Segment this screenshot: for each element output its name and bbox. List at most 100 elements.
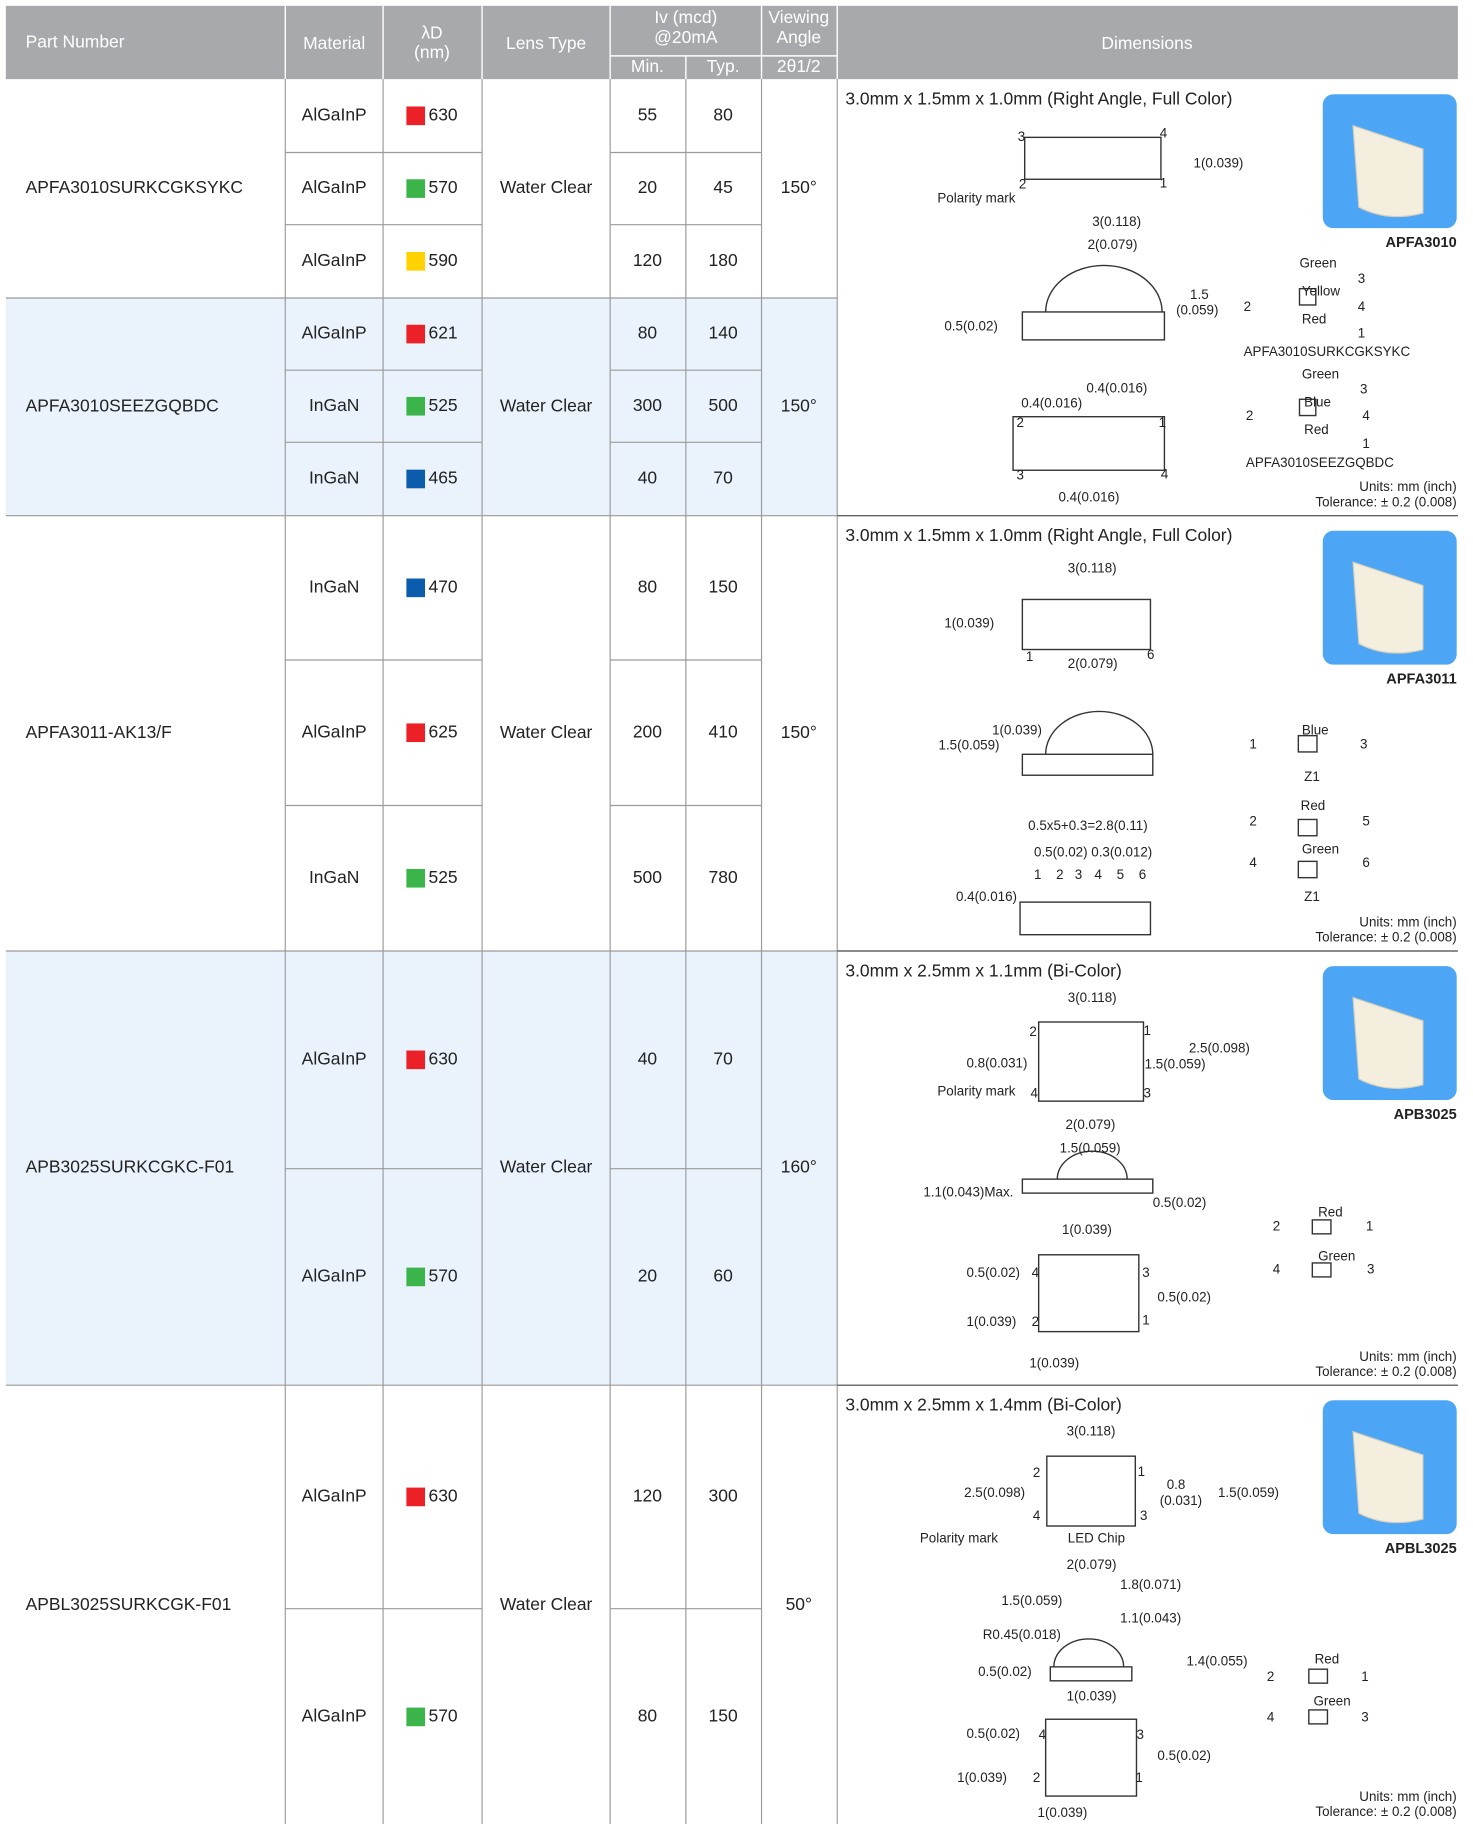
material: AlGaInP [302,721,367,741]
dimension-label: Red [1315,1651,1340,1666]
iv-min: 500 [633,867,662,887]
lens-type: Water Clear [500,177,593,197]
wavelength: 525 [429,395,458,415]
color-swatch [406,179,426,198]
dimension-label: 0.5(0.02) [1157,1289,1211,1304]
material: AlGaInP [302,1706,367,1726]
dimension-label: 1 [1142,1313,1149,1328]
drawing-outline [1021,1178,1154,1194]
dimension-label: 1 [1362,436,1369,451]
wavelength: 590 [429,250,458,270]
product-photo-led [1352,1430,1424,1524]
iv-typ: 80 [713,104,733,124]
material: AlGaInP [302,177,367,197]
material: InGaN [309,576,359,596]
drawing-outline [1012,416,1166,471]
dimension-label: 0.5(0.02) [966,1726,1020,1741]
drawing-outline [1056,1150,1128,1180]
iv-min: 80 [638,576,658,596]
iv-typ: 500 [709,395,738,415]
dimension-label: 2.5(0.098) [1189,1040,1250,1055]
color-swatch [406,106,426,126]
dimension-label: 1.5(0.059) [1145,1057,1206,1072]
material: InGaN [309,395,359,415]
part-number: APB3025SURKCGKC-F01 [26,1157,235,1177]
dimension-label: 2 [1017,415,1024,430]
dimension-label: 1(0.039) [1067,1689,1117,1704]
dimension-label: 1 [1034,867,1041,882]
dimension-label: 2 [1033,1770,1040,1785]
dimension-label: 3 [1360,381,1367,396]
wavelength: 630 [429,1486,458,1506]
dimension-label: 6 [1147,647,1154,662]
header-cell: Angle [776,27,821,47]
dimension-label: 1 [1366,1218,1373,1233]
color-swatch [406,1487,426,1507]
dimension-label: 1(0.039) [992,723,1042,738]
drawing-outline [1311,1262,1332,1278]
dimension-label: 6 [1139,867,1146,882]
dimension-label: 1.5(0.059) [939,738,1000,753]
dimension-label: 2 [1244,299,1251,314]
iv-typ: 300 [709,1486,738,1506]
image-label: APFA3011 [1386,672,1456,688]
header-cell: Iv (mcd) [654,7,717,27]
dimension-label: 0.5(0.02) [1153,1195,1207,1210]
dimension-label: Green [1302,841,1339,856]
dimension-label: 1 [1143,1023,1150,1038]
dimension-label: 1 [1361,1669,1368,1684]
iv-min: 300 [633,395,662,415]
color-swatch [406,252,426,271]
dimension-label: 4 [1031,1086,1039,1101]
dimension-label: Red [1302,312,1327,327]
color-swatch [406,868,426,888]
dimension-label: 3 [1142,1265,1149,1280]
iv-typ: 780 [709,867,738,887]
iv-min: 20 [638,177,658,197]
iv-typ: 70 [713,1048,733,1068]
iv-min: 20 [638,1266,658,1286]
dimension-label: 1.5 [1190,287,1209,302]
dimension-label: 4 [1362,408,1370,423]
header-cell: Min. [631,56,664,76]
viewing-angle: 150° [781,177,817,197]
dimension-label: 3 [1367,1261,1374,1276]
dimension-label: 3 [1136,1727,1143,1742]
dimension-label: 0.5(0.02) 0.3(0.012) [1034,845,1152,860]
part-number: APBL3025SURKCGK-F01 [26,1594,232,1614]
part-number: APFA3011-AK13/F [26,722,172,742]
units: Units: mm (inch) [1359,1789,1456,1804]
dimension-label: Red [1304,422,1329,437]
dimension-label: 3(0.118) [1067,1423,1116,1438]
dimension-label: 2 [1246,408,1253,423]
dimension-label: 2.5(0.098) [964,1485,1025,1500]
color-swatch [406,1050,426,1070]
dimension-label: 2 [1019,177,1026,192]
dimension-label: 2(0.079) [1067,1557,1117,1572]
dimension-label: 1(0.039) [957,1770,1007,1785]
wavelength: 630 [429,104,458,124]
image-label: APB3025 [1394,1107,1457,1123]
dimension-label: 1.8(0.071) [1120,1577,1181,1592]
material: AlGaInP [302,1266,367,1286]
header-cell: λD [421,22,442,42]
part-number: APFA3010SURKCGKSYKC [26,177,243,197]
units: Units: mm (inch) [1359,915,1456,930]
tolerance: Tolerance: ± 0.2 (0.008) [1316,1804,1457,1819]
dimension-label: 4 [1160,125,1168,140]
header-cell: Dimensions [1101,33,1192,53]
dimension-label: 0.5(0.02) [944,319,998,334]
dimension-label: 3(0.118) [1092,214,1141,229]
material: InGaN [309,468,359,488]
iv-min: 80 [638,323,658,343]
material: AlGaInP [302,1486,367,1506]
units: Units: mm (inch) [1359,1349,1456,1364]
dimension-label: Red [1318,1204,1343,1219]
tolerance: Tolerance: ± 0.2 (0.008) [1316,1364,1457,1379]
dimension-label: 0.5(0.02) [966,1265,1020,1280]
dimension-label: Blue [1302,723,1329,738]
drawing-outline [1053,1638,1125,1667]
dimension-label: Green [1300,256,1337,271]
viewing-angle: 50° [786,1594,812,1614]
